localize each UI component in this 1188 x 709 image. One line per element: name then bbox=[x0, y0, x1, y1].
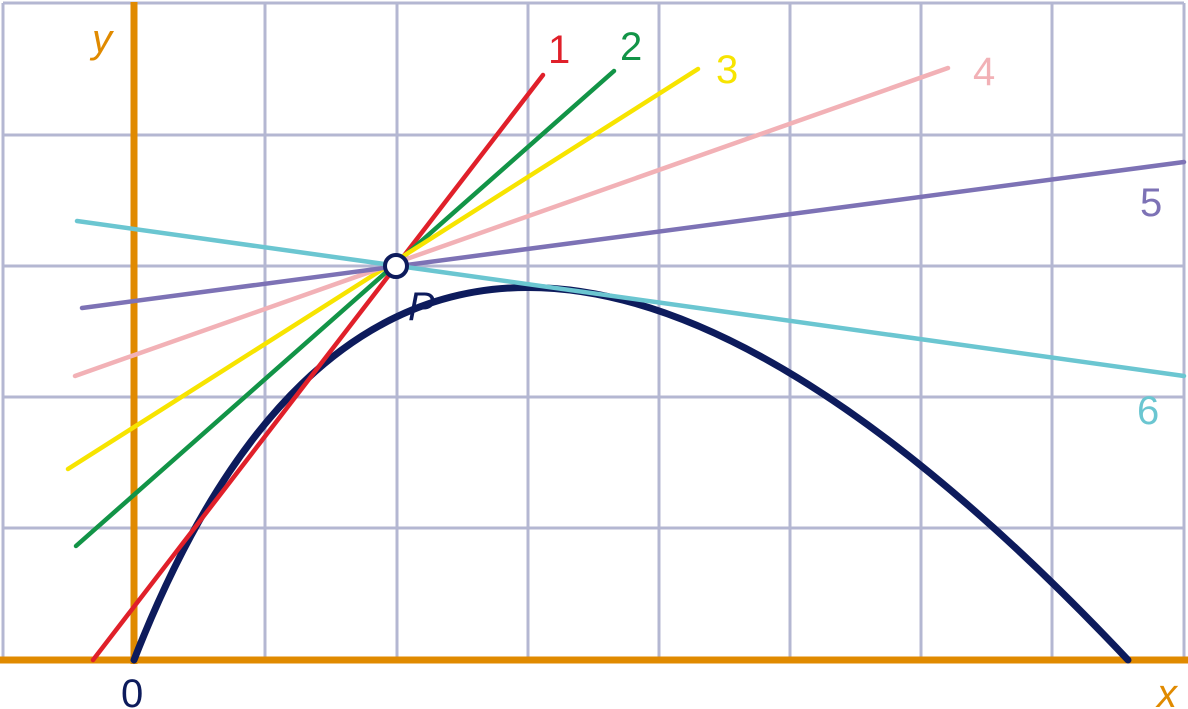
line-4-label: 4 bbox=[973, 50, 995, 94]
curve bbox=[130, 284, 1132, 664]
line-2-label: 2 bbox=[620, 25, 642, 69]
origin-label: 0 bbox=[121, 672, 143, 709]
line-4 bbox=[72, 65, 951, 379]
line-6 bbox=[74, 218, 1187, 379]
line-5 bbox=[79, 159, 1187, 311]
point-p-label: P bbox=[408, 285, 435, 329]
line-3-label: 3 bbox=[716, 48, 738, 92]
point-p-marker bbox=[383, 253, 409, 279]
line-1-label: 1 bbox=[548, 28, 570, 72]
x-axis-label: x bbox=[1155, 672, 1179, 709]
line-5-label: 5 bbox=[1140, 181, 1162, 225]
grid bbox=[1, 1, 1186, 660]
line-1 bbox=[90, 72, 546, 663]
line-6-label: 6 bbox=[1137, 389, 1159, 433]
y-axis-label: y bbox=[89, 17, 115, 61]
line-2 bbox=[73, 68, 617, 549]
